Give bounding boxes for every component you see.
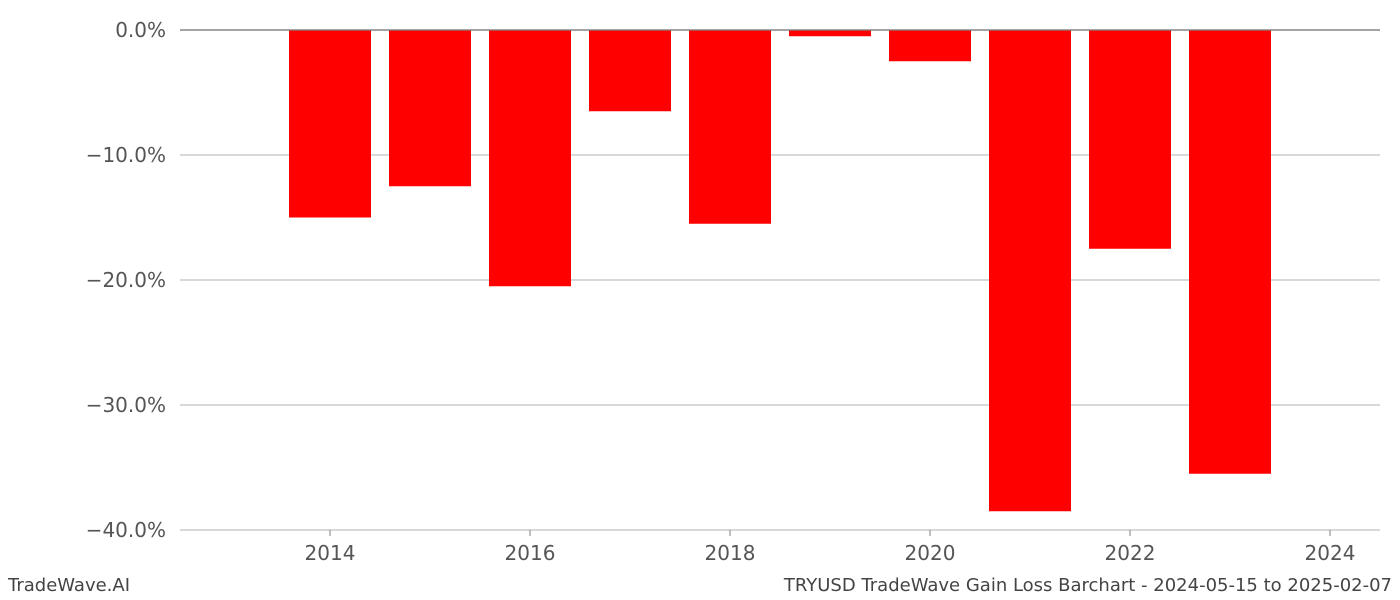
y-tick-label: −20.0%	[86, 268, 166, 292]
chart-area: 0.0% −10.0% −20.0% −30.0% −40.0% 2014 2016 2018…	[0, 10, 1400, 570]
bar-2017	[589, 30, 671, 111]
bar-2020	[889, 30, 971, 61]
footer-right-text: TRYUSD TradeWave Gain Loss Barchart - 20…	[784, 575, 1392, 596]
y-tick-label: −40.0%	[86, 518, 166, 542]
bar-2018	[689, 30, 771, 224]
x-tick-label: 2024	[1305, 541, 1356, 565]
y-tick-label: 0.0%	[115, 18, 166, 42]
bar-2023	[1189, 30, 1271, 474]
x-tick-label: 2018	[705, 541, 756, 565]
barchart-svg: 0.0% −10.0% −20.0% −30.0% −40.0% 2014 2016 2018…	[0, 10, 1400, 570]
bar-2016	[489, 30, 571, 286]
x-tick-label: 2020	[905, 541, 956, 565]
footer-left-text: TradeWave.AI	[8, 575, 130, 596]
bar-2021	[989, 30, 1071, 511]
bar-2015	[389, 30, 471, 186]
y-tick-label: −10.0%	[86, 143, 166, 167]
x-tick-label: 2016	[505, 541, 556, 565]
bar-2019	[789, 30, 871, 36]
x-tick-label: 2014	[305, 541, 356, 565]
y-tick-label: −30.0%	[86, 393, 166, 417]
x-tick-label: 2022	[1105, 541, 1156, 565]
footer: TradeWave.AI TRYUSD TradeWave Gain Loss …	[0, 570, 1400, 596]
bar-2022	[1089, 30, 1171, 249]
bar-2014	[289, 30, 371, 218]
